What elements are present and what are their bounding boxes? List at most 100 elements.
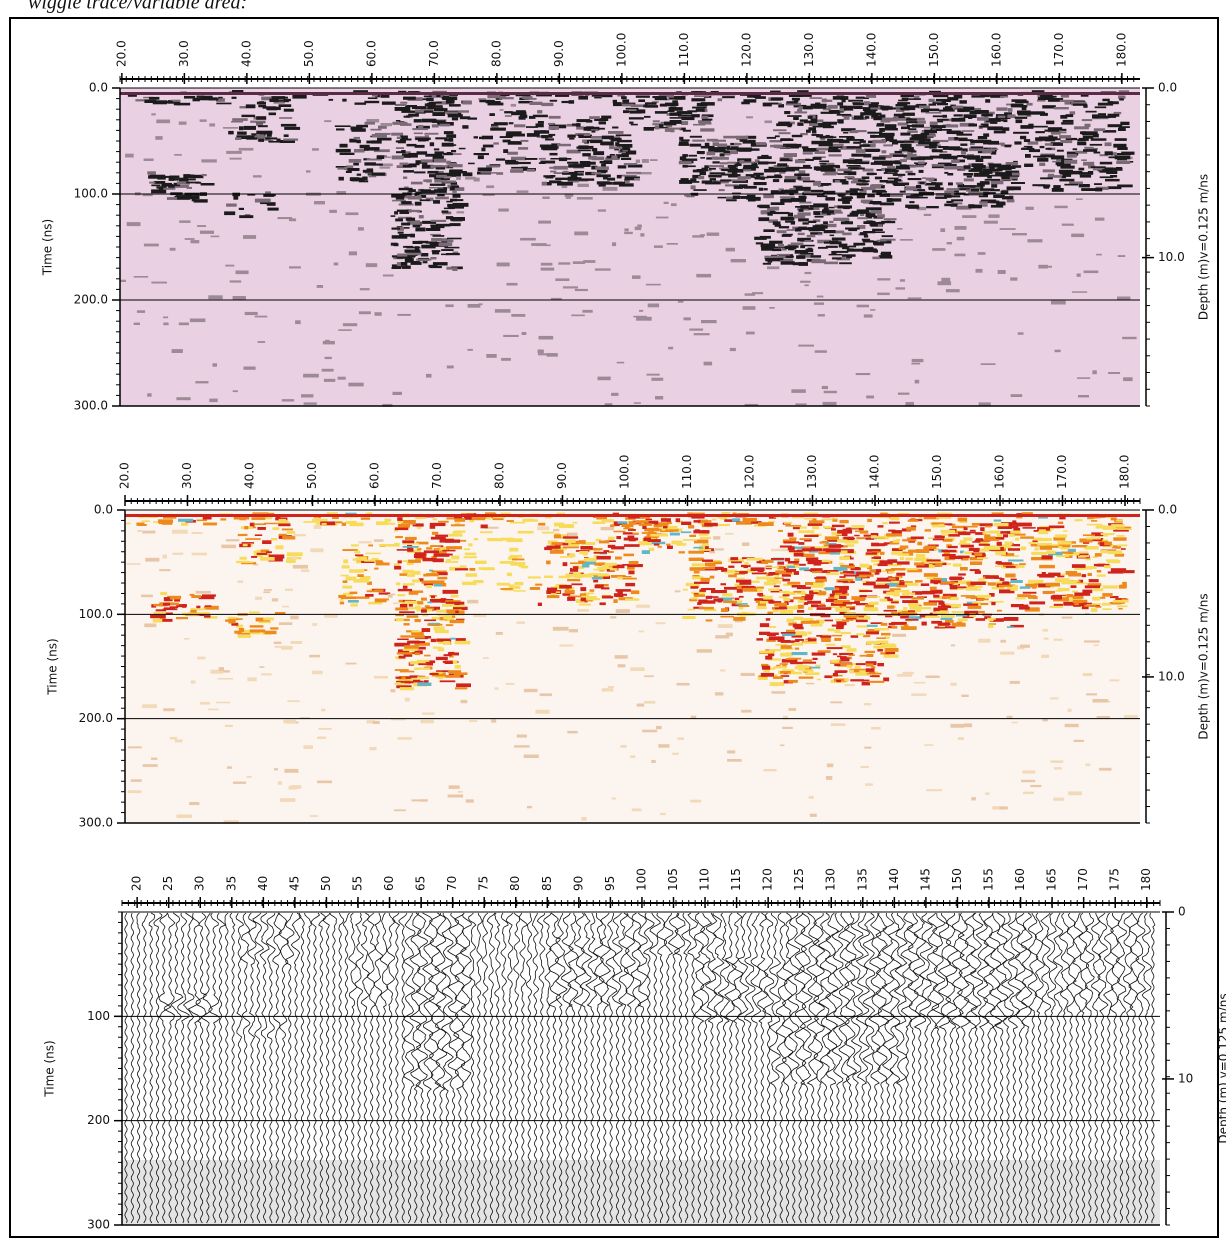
reflection (742, 542, 749, 546)
reflection (867, 519, 872, 522)
reflection (937, 103, 948, 105)
reflection (301, 569, 309, 572)
reflection (932, 149, 943, 152)
reflection (263, 591, 270, 593)
reflection (999, 585, 1013, 587)
reflection (408, 560, 416, 562)
reflection (788, 561, 799, 564)
reflection (820, 138, 825, 140)
reflection (1077, 274, 1081, 277)
reflection (773, 610, 779, 613)
reflection (392, 156, 404, 160)
reflection (239, 126, 244, 130)
reflection (866, 213, 875, 217)
reflection (417, 660, 430, 662)
reflection (524, 689, 538, 692)
reflection (176, 397, 190, 400)
reflection (875, 177, 882, 180)
reflection (399, 656, 406, 659)
reflection (282, 536, 295, 540)
reflection (744, 186, 757, 189)
reflection (669, 112, 681, 116)
reflection (354, 137, 360, 140)
reflection (580, 164, 591, 167)
reflection (422, 628, 431, 632)
reflection (673, 529, 679, 532)
reflection (681, 121, 688, 125)
reflection (823, 174, 836, 176)
reflection (660, 813, 666, 815)
reflection (840, 579, 853, 581)
reflection (359, 311, 371, 314)
reflection (547, 353, 558, 357)
reflection (578, 150, 591, 152)
reflection (417, 683, 431, 686)
reflection (391, 215, 396, 217)
reflection (638, 99, 645, 102)
reflection (816, 576, 825, 578)
reflection (1049, 606, 1063, 608)
reflection (287, 700, 299, 702)
reflection (434, 148, 439, 150)
reflection (563, 536, 578, 538)
reflection (849, 564, 854, 566)
reflection (647, 374, 660, 376)
reflection (615, 655, 628, 659)
reflection (505, 115, 512, 117)
reflection (164, 597, 170, 601)
reflection (496, 158, 505, 160)
reflection (667, 110, 674, 112)
reflection (690, 178, 696, 181)
reflection (786, 167, 801, 169)
reflection (235, 137, 241, 140)
reflection (788, 247, 794, 250)
reflection (544, 576, 553, 578)
reflection (918, 161, 924, 164)
reflection (782, 634, 795, 636)
reflection (976, 158, 984, 162)
reflection (468, 304, 481, 308)
reflection (342, 586, 352, 589)
reflection (364, 162, 376, 165)
reflection (1079, 185, 1089, 187)
reflection (267, 202, 276, 206)
reflection (825, 587, 834, 590)
reflection (909, 606, 921, 610)
reflection (932, 164, 945, 166)
reflection (134, 323, 140, 325)
reflection (579, 604, 591, 606)
reflection (854, 599, 865, 601)
reflection (203, 523, 217, 526)
reflection (394, 809, 406, 811)
reflection (958, 737, 964, 740)
reflection (746, 332, 755, 335)
reflection (727, 750, 735, 753)
reflection (772, 691, 786, 694)
reflection (400, 163, 409, 165)
reflection (994, 523, 1009, 526)
reflection (176, 815, 192, 819)
reflection (1080, 555, 1089, 557)
reflection (777, 562, 784, 565)
reflection (832, 625, 844, 627)
reflection (656, 622, 666, 624)
reflection (857, 617, 871, 619)
reflection (616, 134, 632, 136)
reflection (871, 622, 883, 624)
reflection (887, 605, 894, 608)
reflection (460, 116, 470, 119)
reflection (623, 578, 637, 580)
reflection (211, 236, 220, 238)
reflection (653, 120, 660, 122)
reflection (1066, 571, 1078, 575)
reflection (793, 117, 799, 120)
reflection (694, 594, 705, 597)
reflection (873, 646, 886, 649)
reflection (810, 814, 817, 817)
reflection (832, 258, 842, 260)
reflection (1062, 617, 1073, 619)
reflection (990, 122, 997, 124)
reflection (1048, 573, 1060, 577)
reflection (1045, 130, 1060, 132)
reflection (713, 562, 722, 565)
